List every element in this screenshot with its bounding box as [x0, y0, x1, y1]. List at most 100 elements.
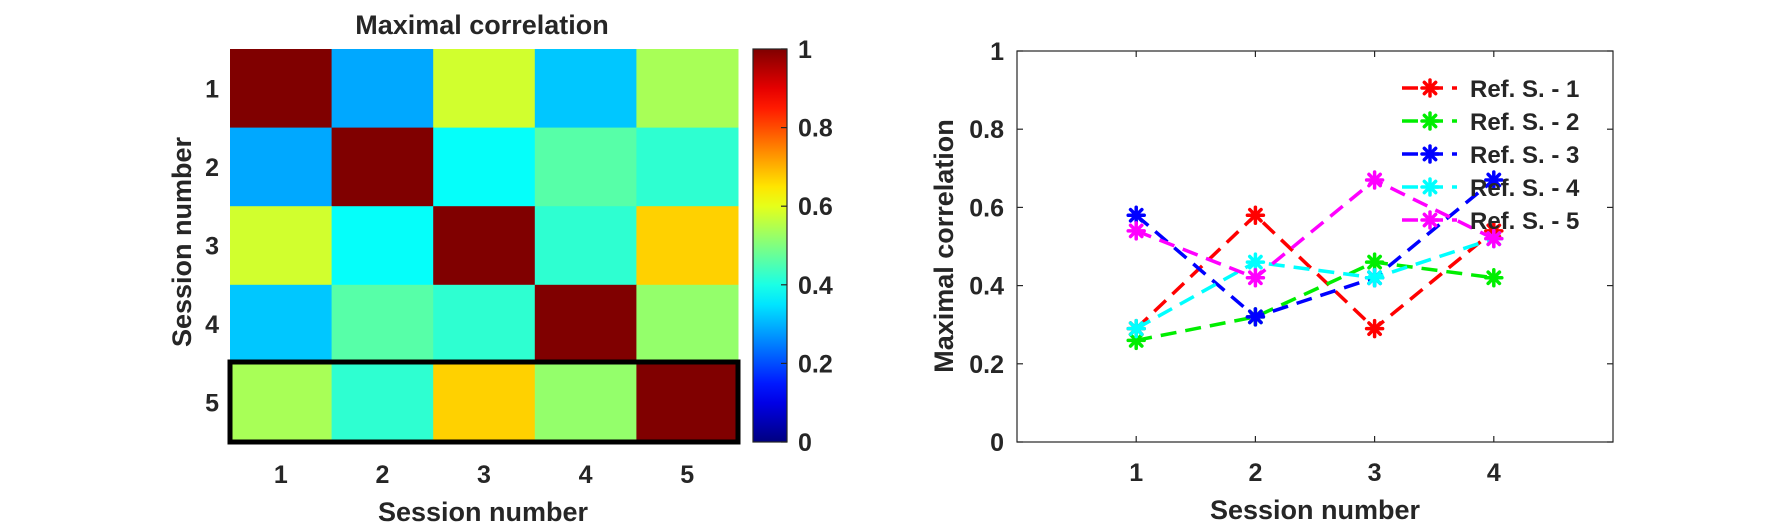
heatmap-cell-r5-c2: [331, 363, 434, 443]
line-x-ticks: 1 2 3 4: [1129, 459, 1501, 487]
heatmap-cell-r3-c5: [636, 206, 739, 286]
heatmap-x-axis-label: Session number: [378, 497, 589, 527]
line-y-axis-label: Maximal correlation: [929, 119, 959, 373]
line-y-ticks: 0 0.2 0.4 0.6 0.8 1: [969, 38, 1004, 457]
heatmap-cell-r4-c3: [433, 284, 536, 364]
series-marker: [1126, 221, 1146, 241]
heatmap-cell-r3-c4: [534, 206, 637, 286]
heatmap-cell-r4-c4: [534, 284, 637, 364]
legend-label: Ref. S. - 2: [1470, 109, 1579, 136]
colorbar-tick-label: 0: [798, 429, 812, 457]
series-marker: [1484, 170, 1504, 190]
legend-marker: [1420, 78, 1440, 98]
heatmap-cell-r1-c1: [230, 49, 333, 129]
heatmap-cell-r4-c5: [636, 284, 739, 364]
heatmap-y-tick-label: 3: [205, 233, 219, 261]
line-y-tick-label: 1: [990, 38, 1004, 66]
heatmap-cell-r1-c4: [534, 49, 637, 129]
highlighted-row-box: [227, 359, 741, 445]
series-marker: [1126, 205, 1146, 225]
series-line: [1135, 260, 1495, 343]
heatmap-x-tick-label: 1: [274, 461, 288, 489]
colorbar-tick-label: 1: [798, 36, 812, 64]
legend-marker: [1420, 111, 1440, 131]
heatmap-x-ticks: 1 2 3 4 5: [274, 461, 694, 489]
line-x-tick-label: 4: [1487, 459, 1501, 487]
series-marker: [1126, 318, 1146, 339]
line-axis-ticks: [1017, 50, 1613, 443]
line-plot-area: [1016, 50, 1614, 443]
colorbar-gradient: [752, 48, 788, 443]
heatmap-y-tick-label: 5: [205, 390, 219, 418]
heatmap-y-tick-label: 4: [205, 311, 219, 339]
heatmap-cell-r2-c4: [534, 127, 637, 207]
heatmap-cell-r3-c3: [433, 206, 536, 286]
series-line: [1134, 212, 1495, 331]
heatmap-y-tick-label: 2: [205, 154, 219, 182]
heatmap-cell-r5-c4: [534, 363, 637, 443]
legend-marker: [1420, 177, 1440, 197]
line-y-tick-label: 0.2: [969, 351, 1004, 379]
series-marker: [1245, 268, 1266, 288]
heatmap-cell-r2-c1: [230, 127, 333, 207]
heatmap-title: Maximal correlation: [355, 10, 609, 40]
line-y-tick-label: 0: [990, 429, 1004, 457]
heatmap-cell-r3-c1: [230, 206, 333, 286]
colorbar: [752, 48, 788, 443]
heatmap-cells: [230, 49, 739, 443]
series-marker: [1484, 268, 1504, 288]
heatmap-x-tick-label: 3: [477, 461, 491, 489]
legend-item-5: Ref. S. - 5: [1402, 208, 1579, 235]
heatmap-x-tick-label: 5: [680, 461, 694, 489]
series-marker: [1364, 268, 1385, 288]
heatmap-cell-r2-c2: [331, 127, 434, 207]
heatmap-cell-r1-c3: [433, 49, 536, 129]
series-marker: [1364, 252, 1385, 272]
heatmap-cell-r1-c2: [331, 49, 434, 129]
legend-item-2: Ref. S. - 2: [1402, 109, 1579, 136]
legend-marker: [1420, 210, 1440, 230]
line-series-group: [1126, 170, 1504, 351]
series-line: [1135, 177, 1495, 280]
legend-marker: [1420, 144, 1440, 164]
legend: Ref. S. - 1 Ref. S. - 2 Ref. S. - 3 Ref. S.…: [1402, 76, 1580, 235]
line-x-tick-label: 3: [1368, 459, 1382, 487]
series-marker: [1245, 205, 1266, 225]
colorbar-tick-label: 0.6: [798, 193, 833, 221]
heatmap-x-tick-label: 2: [375, 461, 389, 489]
series-marker: [1364, 318, 1385, 339]
heatmap-cell-r1-c5: [636, 49, 739, 129]
series-line: [1135, 178, 1495, 319]
legend-item-3: Ref. S. - 3: [1402, 142, 1579, 169]
heatmap-cell-r2-c3: [433, 127, 536, 207]
line-x-tick-label: 1: [1129, 459, 1143, 487]
series-marker: [1245, 307, 1266, 327]
line-x-tick-label: 2: [1248, 459, 1262, 487]
series-marker: [1245, 252, 1266, 272]
heatmap-cell-r5-c1: [230, 363, 333, 443]
heatmap-cell-r2-c5: [636, 127, 739, 207]
legend-item-4: Ref. S. - 4: [1402, 175, 1580, 202]
legend-label: Ref. S. - 5: [1470, 208, 1579, 235]
heatmap-y-tick-label: 1: [205, 75, 219, 103]
colorbar-tick-label: 0.8: [798, 115, 833, 143]
heatmap-cell-r4-c2: [331, 284, 434, 364]
colorbar-ticks: 0 0.2 0.4 0.6 0.8 1: [781, 36, 833, 457]
series-marker: [1484, 228, 1504, 249]
heatmap-cell-r4-c1: [230, 284, 333, 364]
heatmap-y-axis-label: Session number: [167, 136, 197, 347]
legend-label: Ref. S. - 4: [1470, 175, 1580, 202]
line-y-tick-label: 0.6: [969, 194, 1004, 222]
heatmap-panel: Maximal correlation 1 2 3 4 5 1 2 3 4 5 Session …: [167, 10, 833, 527]
legend-item-1: Ref. S. - 1: [1402, 76, 1579, 103]
line-y-tick-label: 0.8: [969, 116, 1004, 144]
line-x-axis-label: Session number: [1210, 495, 1421, 525]
legend-label: Ref. S. - 1: [1470, 76, 1579, 103]
heatmap-y-ticks: 1 2 3 4 5: [205, 75, 219, 417]
heatmap-x-tick-label: 4: [579, 461, 593, 489]
line-y-tick-label: 0.4: [969, 273, 1004, 301]
legend-label: Ref. S. - 3: [1470, 142, 1579, 169]
series-ref-5: [1126, 170, 1504, 288]
